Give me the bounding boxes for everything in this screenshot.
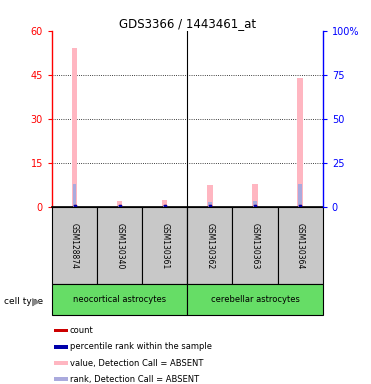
Bar [187, 284, 323, 315]
Point [162, 203, 168, 209]
Point [207, 203, 213, 209]
Point [207, 203, 213, 209]
Bar [252, 184, 258, 207]
Text: rank, Detection Call = ABSENT: rank, Detection Call = ABSENT [70, 375, 199, 384]
Bar [278, 207, 323, 284]
Point [117, 203, 123, 209]
Bar [162, 200, 167, 207]
Text: count: count [70, 326, 94, 335]
Bar [97, 207, 142, 284]
Text: cerebellar astrocytes: cerebellar astrocytes [211, 295, 299, 304]
Bar [72, 48, 77, 207]
Bar [73, 184, 76, 207]
Text: value, Detection Call = ABSENT: value, Detection Call = ABSENT [70, 359, 203, 367]
Point [252, 203, 258, 209]
Bar [163, 205, 167, 207]
Text: neocortical astrocytes: neocortical astrocytes [73, 295, 166, 304]
Point [117, 203, 123, 209]
Bar [52, 284, 187, 315]
Point [162, 203, 168, 209]
Bar [298, 184, 302, 207]
Text: GSM130361: GSM130361 [160, 223, 169, 269]
Bar [207, 185, 213, 207]
Text: percentile rank within the sample: percentile rank within the sample [70, 342, 212, 351]
Bar [52, 207, 97, 284]
Text: GSM130340: GSM130340 [115, 223, 124, 269]
Bar [298, 78, 303, 207]
Bar [117, 202, 122, 207]
Text: GSM130364: GSM130364 [296, 223, 305, 269]
Bar [53, 361, 68, 365]
Bar [233, 207, 278, 284]
Title: GDS3366 / 1443461_at: GDS3366 / 1443461_at [119, 17, 256, 30]
Bar [53, 377, 68, 381]
Bar [208, 202, 212, 207]
Point [297, 203, 303, 209]
Bar [142, 207, 187, 284]
Bar [53, 345, 68, 349]
Text: GSM130362: GSM130362 [206, 223, 214, 269]
Point [297, 203, 303, 209]
Bar [187, 207, 233, 284]
Text: GSM130363: GSM130363 [250, 223, 260, 269]
Text: cell type: cell type [4, 297, 43, 306]
Point [72, 203, 78, 209]
Bar [53, 329, 68, 333]
Bar [253, 202, 257, 207]
Point [252, 203, 258, 209]
Text: GSM128874: GSM128874 [70, 223, 79, 269]
Text: ▶: ▶ [32, 296, 40, 306]
Bar [118, 205, 121, 207]
Point [72, 203, 78, 209]
